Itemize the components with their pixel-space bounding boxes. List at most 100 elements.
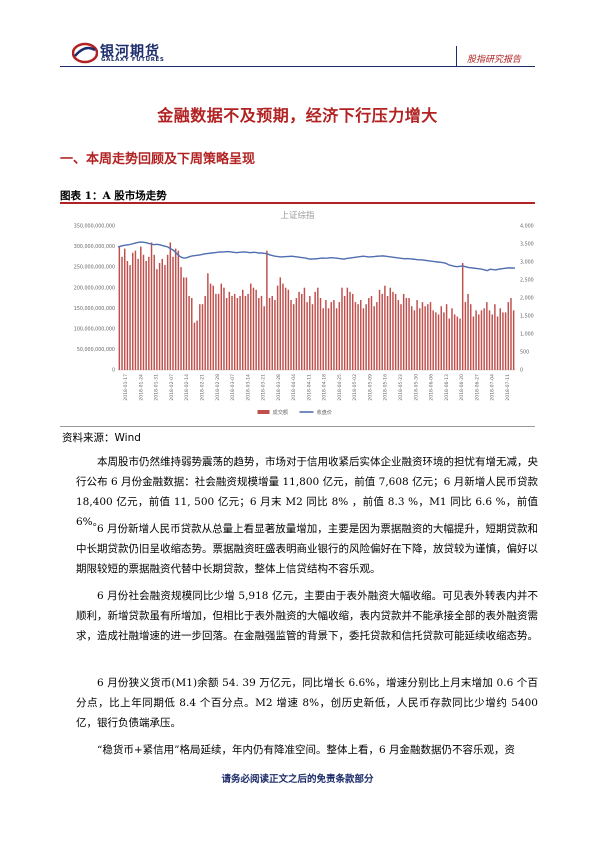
volume-bar (502, 312, 504, 370)
volume-bar (172, 256, 174, 370)
right-axis-tick-label: 2,500 (520, 278, 534, 284)
x-axis-tick-label: 2018-02-07 (169, 374, 175, 401)
volume-bar (325, 300, 327, 370)
volume-bar (242, 289, 244, 370)
volume-bar (180, 267, 182, 370)
volume-bar (416, 300, 418, 370)
volume-bar (126, 260, 129, 370)
x-axis-tick-label: 2018-07-11 (505, 374, 511, 401)
x-axis-tick-label: 2018-07-04 (490, 374, 496, 401)
volume-bar (360, 300, 362, 370)
right-axis-tick-label: 1,000 (520, 332, 534, 338)
x-axis-tick-label: 2018-03-07 (230, 374, 236, 401)
paragraph-3: 6 月份社会融资规模同比少增 5,918 亿元，主要由于表外融资大幅收缩。可见表… (76, 590, 538, 642)
volume-bar (451, 308, 453, 370)
volume-bar (132, 252, 134, 370)
volume-bar (408, 298, 410, 370)
volume-bar (212, 285, 214, 370)
left-axis-tick-label: 0 (112, 368, 115, 374)
volume-bar (220, 283, 223, 370)
paragraph-1: 本周股市仍然维持弱势震荡的趋势，市场对于信用收紧后实体企业融资环境的担忧有增无减… (76, 456, 538, 528)
legend-label-close: 收盘价 (317, 408, 333, 416)
volume-bar (389, 287, 392, 370)
left-axis-tick-label: 250,000,000,000 (74, 265, 115, 271)
volume-bar (370, 295, 373, 370)
x-axis-tick-label: 2018-04-25 (337, 374, 343, 401)
volume-bar (250, 283, 252, 370)
x-axis-tick-label: 2018-06-27 (474, 374, 480, 401)
volume-bar (153, 254, 155, 370)
x-axis-tick-label: 2018-03-14 (245, 374, 251, 401)
volume-bar (459, 318, 461, 370)
volume-bar (467, 293, 469, 370)
header-divider-tick (456, 46, 457, 66)
volume-bar (191, 298, 193, 370)
volume-bar (330, 302, 332, 370)
volume-bar (298, 291, 300, 370)
logo-text-en: GALAXY FUTURES (101, 57, 165, 63)
disclaimer-note: 请务必阅读正文之后的免责条款部分 (221, 774, 374, 785)
paragraph-5: “稳货币+紧信用”格局延续，年内仍有降准空间。整体上看，6 月金融数据仍不容乐观… (97, 744, 516, 756)
section-heading: 一、本周走势回顾及下周策略呈现 (60, 152, 256, 167)
right-axis-tick-label: 2,000 (520, 296, 534, 302)
figure-label: 图表 1：A 股市场走势 (60, 190, 167, 202)
volume-bar (365, 304, 367, 370)
volume-bar (357, 304, 359, 370)
volume-bar (303, 287, 306, 370)
figure-source: 资料来源：Wind (62, 432, 141, 444)
volume-bar (494, 304, 496, 370)
volume-bar (373, 306, 375, 370)
volume-bar (295, 298, 298, 370)
volume-bar (118, 246, 121, 370)
volume-bar (341, 287, 343, 370)
volume-bar (169, 242, 172, 370)
right-axis-tick-label: 0 (520, 368, 523, 374)
volume-bar (196, 320, 198, 370)
volume-bar (381, 293, 383, 370)
volume-bar (274, 300, 276, 370)
source-rule (60, 426, 535, 427)
x-axis-tick-label: 2018-01-17 (123, 374, 129, 401)
right-axis-tick-label: 3,500 (520, 242, 534, 248)
x-axis-tick-label: 2018-05-30 (413, 374, 419, 401)
volume-bar (239, 295, 241, 370)
volume-bar (260, 295, 263, 370)
chart-title: 上证综指 (280, 210, 315, 221)
volume-bar (207, 273, 209, 370)
volume-bar (470, 304, 472, 370)
volume-bar (496, 316, 499, 370)
volume-bar (266, 250, 268, 370)
volume-bar (376, 302, 378, 370)
galaxy-logo-icon (72, 42, 98, 64)
volume-bar (486, 302, 488, 370)
left-axis-tick-label: 150,000,000,000 (74, 306, 115, 312)
left-axis-tick-label: 300,000,000,000 (74, 244, 115, 250)
volume-bar (507, 302, 510, 370)
volume-bar (306, 302, 308, 370)
volume-bar (338, 302, 341, 370)
x-axis-tick-label: 2018-06-20 (459, 374, 465, 401)
volume-bar (279, 277, 282, 370)
volume-bar (182, 277, 185, 370)
volume-bar (121, 256, 123, 370)
volume-bar (343, 295, 346, 370)
volume-bar (287, 289, 290, 370)
volume-bar (228, 291, 231, 370)
volume-bar (204, 295, 206, 370)
right-axis-tick-label: 1,500 (520, 314, 534, 320)
volume-bar (443, 312, 445, 370)
volume-bar (419, 308, 421, 370)
volume-bar (480, 310, 483, 370)
x-axis-tick-label: 2018-05-23 (398, 374, 404, 401)
left-axis-tick-label: 200,000,000,000 (74, 285, 115, 291)
x-axis-tick-label: 2018-02-21 (199, 374, 205, 401)
volume-bar (475, 310, 477, 370)
report-title: 金融数据不及预期，经济下行压力增大 (157, 106, 438, 125)
volume-bar (319, 298, 322, 370)
volume-bar (276, 285, 279, 370)
volume-bar (252, 287, 255, 370)
volume-bar (309, 295, 311, 370)
volume-bar (164, 265, 166, 370)
volume-bar (217, 293, 220, 370)
volume-bar (510, 298, 512, 370)
